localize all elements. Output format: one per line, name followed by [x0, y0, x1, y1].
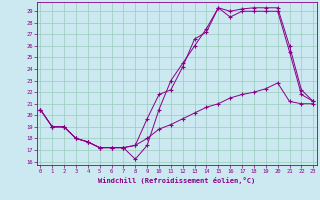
X-axis label: Windchill (Refroidissement éolien,°C): Windchill (Refroidissement éolien,°C): [98, 177, 255, 184]
